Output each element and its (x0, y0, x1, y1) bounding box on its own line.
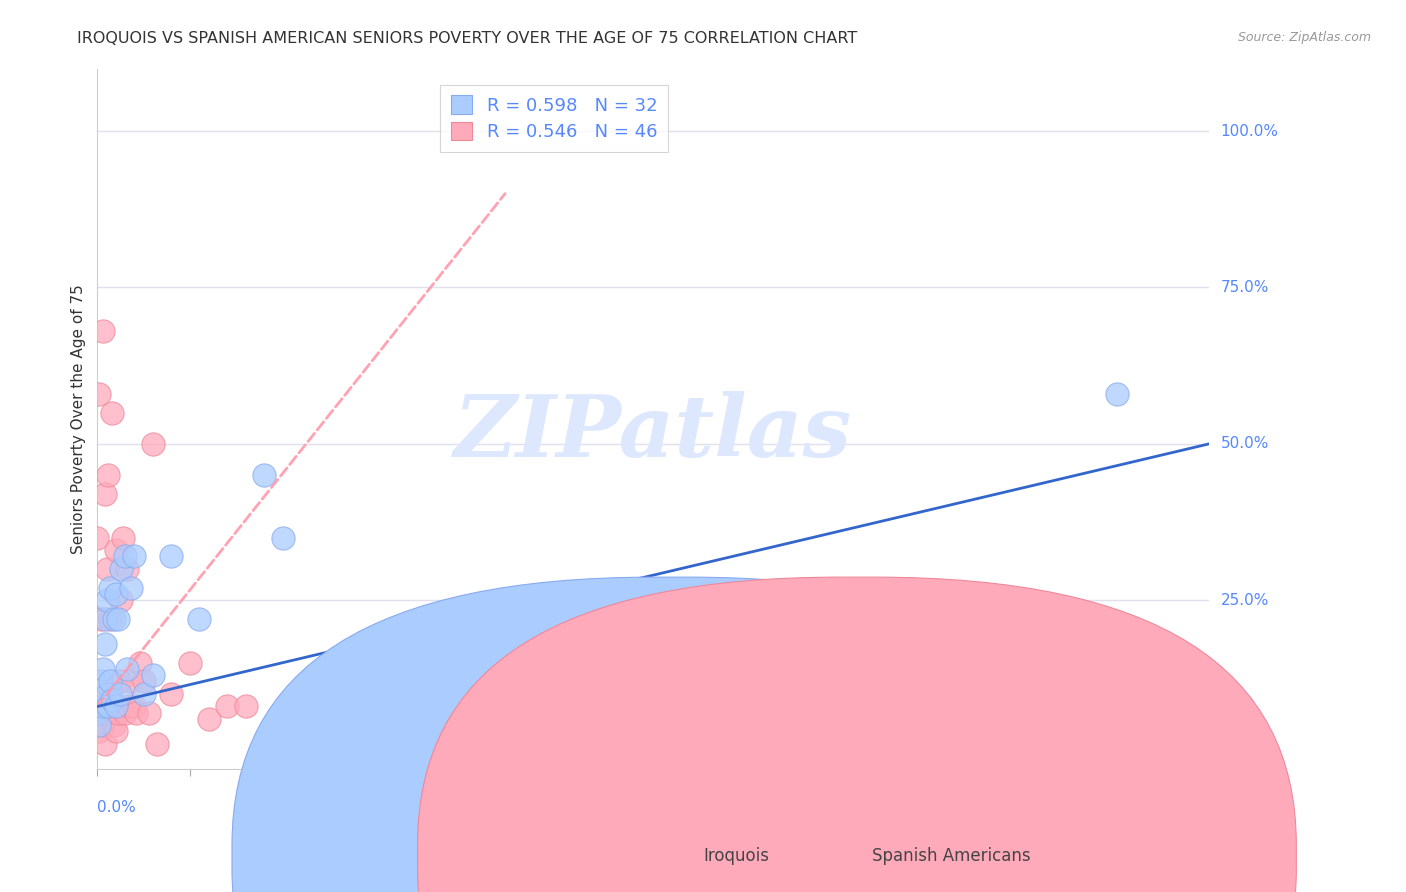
Point (132, 674, 155, 689)
Point (142, 437, 165, 451)
Point (108, 674, 131, 689)
Point (110, 593, 132, 607)
Point (96, 593, 118, 607)
Point (91, 718, 114, 732)
Point (101, 405, 124, 419)
Point (160, 549, 183, 564)
Point (89, 724, 111, 739)
Point (104, 699, 127, 714)
Point (271, 737, 294, 751)
Point (145, 737, 167, 751)
Point (124, 549, 146, 564)
Point (104, 543, 127, 558)
Text: 0.0%: 0.0% (97, 799, 136, 814)
Point (110, 562, 132, 576)
Point (104, 587, 127, 601)
Point (98, 612, 121, 626)
Point (132, 687, 155, 701)
Point (197, 712, 219, 726)
Point (112, 531, 135, 545)
Point (124, 699, 146, 714)
Text: Spanish Americans: Spanish Americans (872, 847, 1031, 865)
Point (308, 743, 330, 757)
Point (94, 637, 117, 651)
Point (217, 699, 239, 714)
Point (125, 706, 148, 720)
Point (1105, 386, 1128, 401)
Point (89, 718, 111, 732)
Point (235, 699, 257, 714)
Point (91, 699, 114, 714)
Point (120, 674, 142, 689)
Text: 60.0%: 60.0% (1161, 799, 1209, 814)
Point (160, 687, 183, 701)
Point (91, 662, 114, 676)
Point (98, 687, 121, 701)
Y-axis label: Seniors Poverty Over the Age of 75: Seniors Poverty Over the Age of 75 (72, 284, 86, 554)
Text: 50.0%: 50.0% (1220, 436, 1268, 451)
Point (142, 668, 165, 682)
Point (94, 612, 117, 626)
Point (94, 737, 117, 751)
Point (86, 718, 108, 732)
Point (90, 718, 112, 732)
Legend: R = 0.598   N = 32, R = 0.546   N = 46: R = 0.598 N = 32, R = 0.546 N = 46 (440, 85, 668, 153)
Point (188, 612, 211, 626)
Point (550, 612, 572, 626)
Point (90, 674, 112, 689)
Point (364, 718, 387, 732)
Point (91, 324, 114, 338)
Point (94, 487, 117, 501)
Point (98, 581, 121, 595)
Point (98, 674, 121, 689)
Point (103, 718, 125, 732)
Point (120, 581, 142, 595)
Point (104, 724, 127, 739)
Point (115, 562, 138, 576)
Point (107, 706, 129, 720)
Point (107, 612, 129, 626)
Point (108, 687, 131, 701)
Point (118, 699, 141, 714)
Text: Source: ZipAtlas.com: Source: ZipAtlas.com (1237, 31, 1371, 45)
Point (129, 656, 152, 670)
Point (115, 662, 138, 676)
Point (90, 612, 112, 626)
Point (374, 687, 396, 701)
Point (97, 699, 120, 714)
Point (457, 737, 479, 751)
Point (96, 687, 118, 701)
Point (179, 656, 201, 670)
Point (103, 612, 125, 626)
Point (86, 706, 108, 720)
Point (96, 562, 118, 576)
Point (86, 531, 108, 545)
Point (97, 699, 120, 714)
Point (271, 531, 294, 545)
Text: ZIPatlas: ZIPatlas (454, 391, 852, 475)
Point (114, 706, 136, 720)
Point (97, 468, 120, 483)
Text: 25.0%: 25.0% (1220, 592, 1268, 607)
Point (401, 674, 423, 689)
Point (138, 706, 160, 720)
Point (101, 693, 124, 707)
Text: Iroquois: Iroquois (703, 847, 769, 865)
Point (114, 549, 136, 564)
Text: 100.0%: 100.0% (1220, 124, 1278, 138)
Text: 75.0%: 75.0% (1220, 280, 1268, 295)
Point (101, 706, 124, 720)
Point (89, 386, 111, 401)
Point (253, 468, 276, 483)
Text: IROQUOIS VS SPANISH AMERICAN SENIORS POVERTY OVER THE AGE OF 75 CORRELATION CHAR: IROQUOIS VS SPANISH AMERICAN SENIORS POV… (77, 31, 858, 46)
Point (96, 706, 118, 720)
